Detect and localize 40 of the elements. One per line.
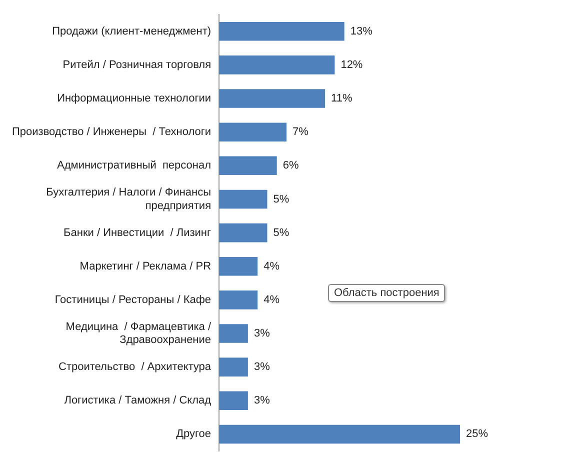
data-label: 3%	[254, 394, 270, 407]
bar	[219, 89, 326, 108]
bar	[219, 358, 248, 376]
bar	[219, 156, 277, 176]
data-label: 4%	[264, 294, 280, 306]
data-label: 6%	[282, 160, 299, 172]
y-tick-label: Строительство / Архитектура	[58, 361, 212, 374]
y-tick-label: Гостиницы / Рестораны / Кафе	[54, 294, 212, 306]
bar	[219, 223, 268, 242]
data-label: 5%	[273, 226, 290, 239]
y-tick-label: Бухгалтерия / Налоги / Финансы предприятия	[46, 186, 212, 212]
y-tick-label: Другое	[176, 428, 212, 440]
bar	[219, 22, 344, 41]
bar	[219, 56, 335, 74]
bar	[219, 256, 258, 276]
bar	[219, 190, 268, 209]
data-label: 11%	[331, 92, 352, 105]
y-tick-label: Производство / Инженеры / Технологи	[12, 126, 212, 138]
data-label: 12%	[340, 58, 363, 71]
y-tick-label: Медицина / Фармацевтика / Здравоохранение	[66, 320, 212, 346]
y-tick-label: Продажи (клиент-менеджмент)	[52, 25, 212, 38]
data-label: 25%	[466, 428, 488, 440]
data-label: 13%	[350, 25, 373, 38]
y-tick-label: Логистика / Таможня / Склад	[64, 394, 212, 407]
data-label: 7%	[292, 126, 309, 138]
annotation: Область построения	[328, 284, 446, 302]
data-label: 3%	[254, 328, 270, 340]
bar	[219, 290, 258, 310]
y-tick-label: Ритейл / Розничная торговля	[62, 58, 212, 71]
bar	[219, 122, 287, 142]
y-tick-label: Информационные технологии	[57, 92, 212, 105]
bar	[219, 391, 248, 410]
bar	[219, 424, 460, 444]
data-label: 5%	[273, 193, 290, 206]
bar	[219, 324, 248, 343]
data-label: 3%	[254, 361, 270, 374]
y-tick-label: Маркетинг / Реклама / PR	[80, 260, 212, 272]
y-tick-label: Административный персонал	[57, 160, 212, 172]
y-tick-label: Банки / Инвестиции / Лизинг	[64, 226, 212, 239]
data-label: 4%	[264, 260, 280, 272]
